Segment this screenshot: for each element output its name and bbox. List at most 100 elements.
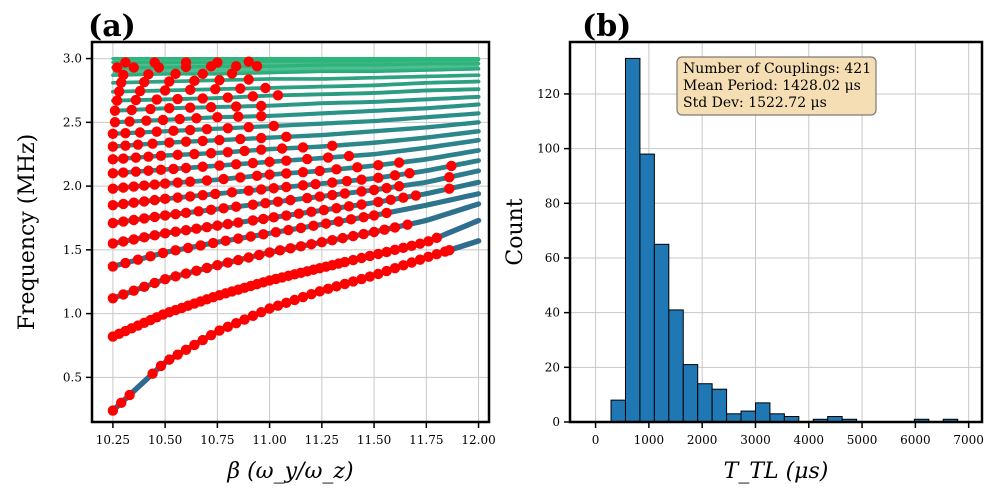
coupling-point	[423, 236, 434, 247]
coupling-point	[107, 293, 119, 304]
coupling-point	[243, 252, 254, 263]
panel-a-xtick-label: 11.00	[252, 433, 286, 447]
coupling-point	[180, 225, 192, 236]
coupling-point	[239, 314, 250, 325]
panel-b-ytick-label: 120	[537, 87, 560, 101]
coupling-point	[256, 100, 267, 112]
coupling-point	[347, 230, 359, 242]
coupling-point	[172, 149, 183, 161]
coupling-point	[247, 215, 259, 226]
coupling-point	[256, 110, 267, 122]
coupling-point	[157, 247, 169, 259]
coupling-point	[222, 321, 234, 333]
coupling-point	[226, 187, 238, 198]
coupling-point	[233, 111, 244, 122]
coupling-point	[247, 157, 259, 169]
coupling-point	[358, 228, 369, 240]
coupling-point	[159, 178, 171, 189]
coupling-point	[320, 218, 332, 229]
coupling-point	[130, 166, 142, 177]
panel-a-ytick-label: 1.5	[63, 243, 82, 257]
coupling-point	[347, 254, 359, 266]
panel-a-frame	[90, 40, 491, 424]
coupling-point	[170, 226, 181, 237]
coupling-point	[222, 146, 234, 158]
coupling-point	[164, 103, 175, 114]
histogram-bar	[754, 402, 771, 423]
coupling-point	[264, 303, 275, 314]
coupling-point	[347, 276, 359, 287]
coupling-point	[235, 172, 246, 183]
coupling-point	[243, 74, 254, 85]
coupling-point	[107, 200, 119, 211]
coupling-point	[327, 177, 338, 188]
histogram-bar	[740, 410, 756, 423]
coupling-point	[268, 212, 279, 223]
coupling-point	[126, 104, 137, 116]
coupling-point	[322, 152, 334, 163]
coupling-point	[120, 257, 131, 269]
panel-b-ticks: 0 1000 2000 3000 4000 5000 6000 7000 0 20 40 60 80 10…	[537, 87, 984, 447]
coupling-point	[274, 245, 286, 256]
coupling-point	[245, 231, 256, 242]
coupling-point	[314, 191, 325, 202]
coupling-point	[256, 306, 267, 318]
coupling-point	[149, 277, 160, 289]
coupling-point	[230, 318, 242, 329]
coupling-point	[212, 57, 223, 68]
coupling-point	[247, 310, 259, 322]
coupling-point	[180, 207, 192, 219]
coupling-point	[170, 208, 181, 220]
coupling-point	[120, 140, 131, 151]
coupling-point	[132, 139, 144, 150]
coupling-point	[233, 254, 244, 266]
coupling-point	[302, 153, 313, 165]
coupling-point	[151, 94, 162, 105]
coupling-point	[389, 222, 401, 233]
coupling-point	[180, 268, 192, 279]
coupling-point	[352, 162, 363, 173]
coupling-point	[406, 240, 417, 251]
coupling-point	[155, 360, 167, 372]
coupling-point	[143, 165, 154, 176]
coupling-point	[107, 405, 119, 416]
coupling-point	[341, 175, 353, 187]
coupling-point	[118, 198, 129, 210]
coupling-point	[155, 164, 167, 176]
coupling-point	[139, 281, 150, 293]
coupling-point	[164, 354, 175, 365]
panel-b-ylabel: Count	[503, 198, 528, 265]
frequency-curve-12	[110, 102, 481, 125]
coupling-point	[247, 91, 259, 102]
panel-a-label: (a)	[88, 9, 136, 44]
coupling-point	[260, 82, 271, 94]
coupling-point	[230, 201, 242, 212]
coupling-point	[130, 94, 142, 106]
coupling-point	[235, 133, 246, 145]
coupling-point	[381, 246, 392, 258]
histogram-bar	[610, 399, 626, 423]
histogram-bar	[653, 243, 670, 423]
coupling-point	[272, 196, 284, 207]
coupling-point	[258, 213, 269, 225]
coupling-point	[251, 170, 263, 182]
coupling-point	[132, 254, 144, 265]
coupling-point	[314, 286, 325, 297]
panel-a-xtick-label: 10.75	[200, 433, 234, 447]
coupling-point	[276, 143, 288, 154]
coupling-point	[368, 184, 380, 196]
coupling-point	[256, 184, 267, 195]
stats-std-text: Std Dev: 1522.72 μs	[683, 95, 827, 111]
coupling-point	[197, 93, 208, 104]
coupling-point	[174, 113, 185, 125]
coupling-point	[295, 222, 307, 234]
coupling-point	[358, 212, 369, 223]
coupling-point	[327, 140, 338, 151]
coupling-point	[185, 124, 196, 136]
coupling-point	[402, 219, 413, 230]
coupling-point	[243, 56, 254, 67]
panel-a-ytick-label: 2.0	[63, 179, 82, 193]
coupling-point	[404, 168, 415, 179]
coupling-point	[189, 148, 200, 160]
coupling-point	[197, 161, 208, 172]
